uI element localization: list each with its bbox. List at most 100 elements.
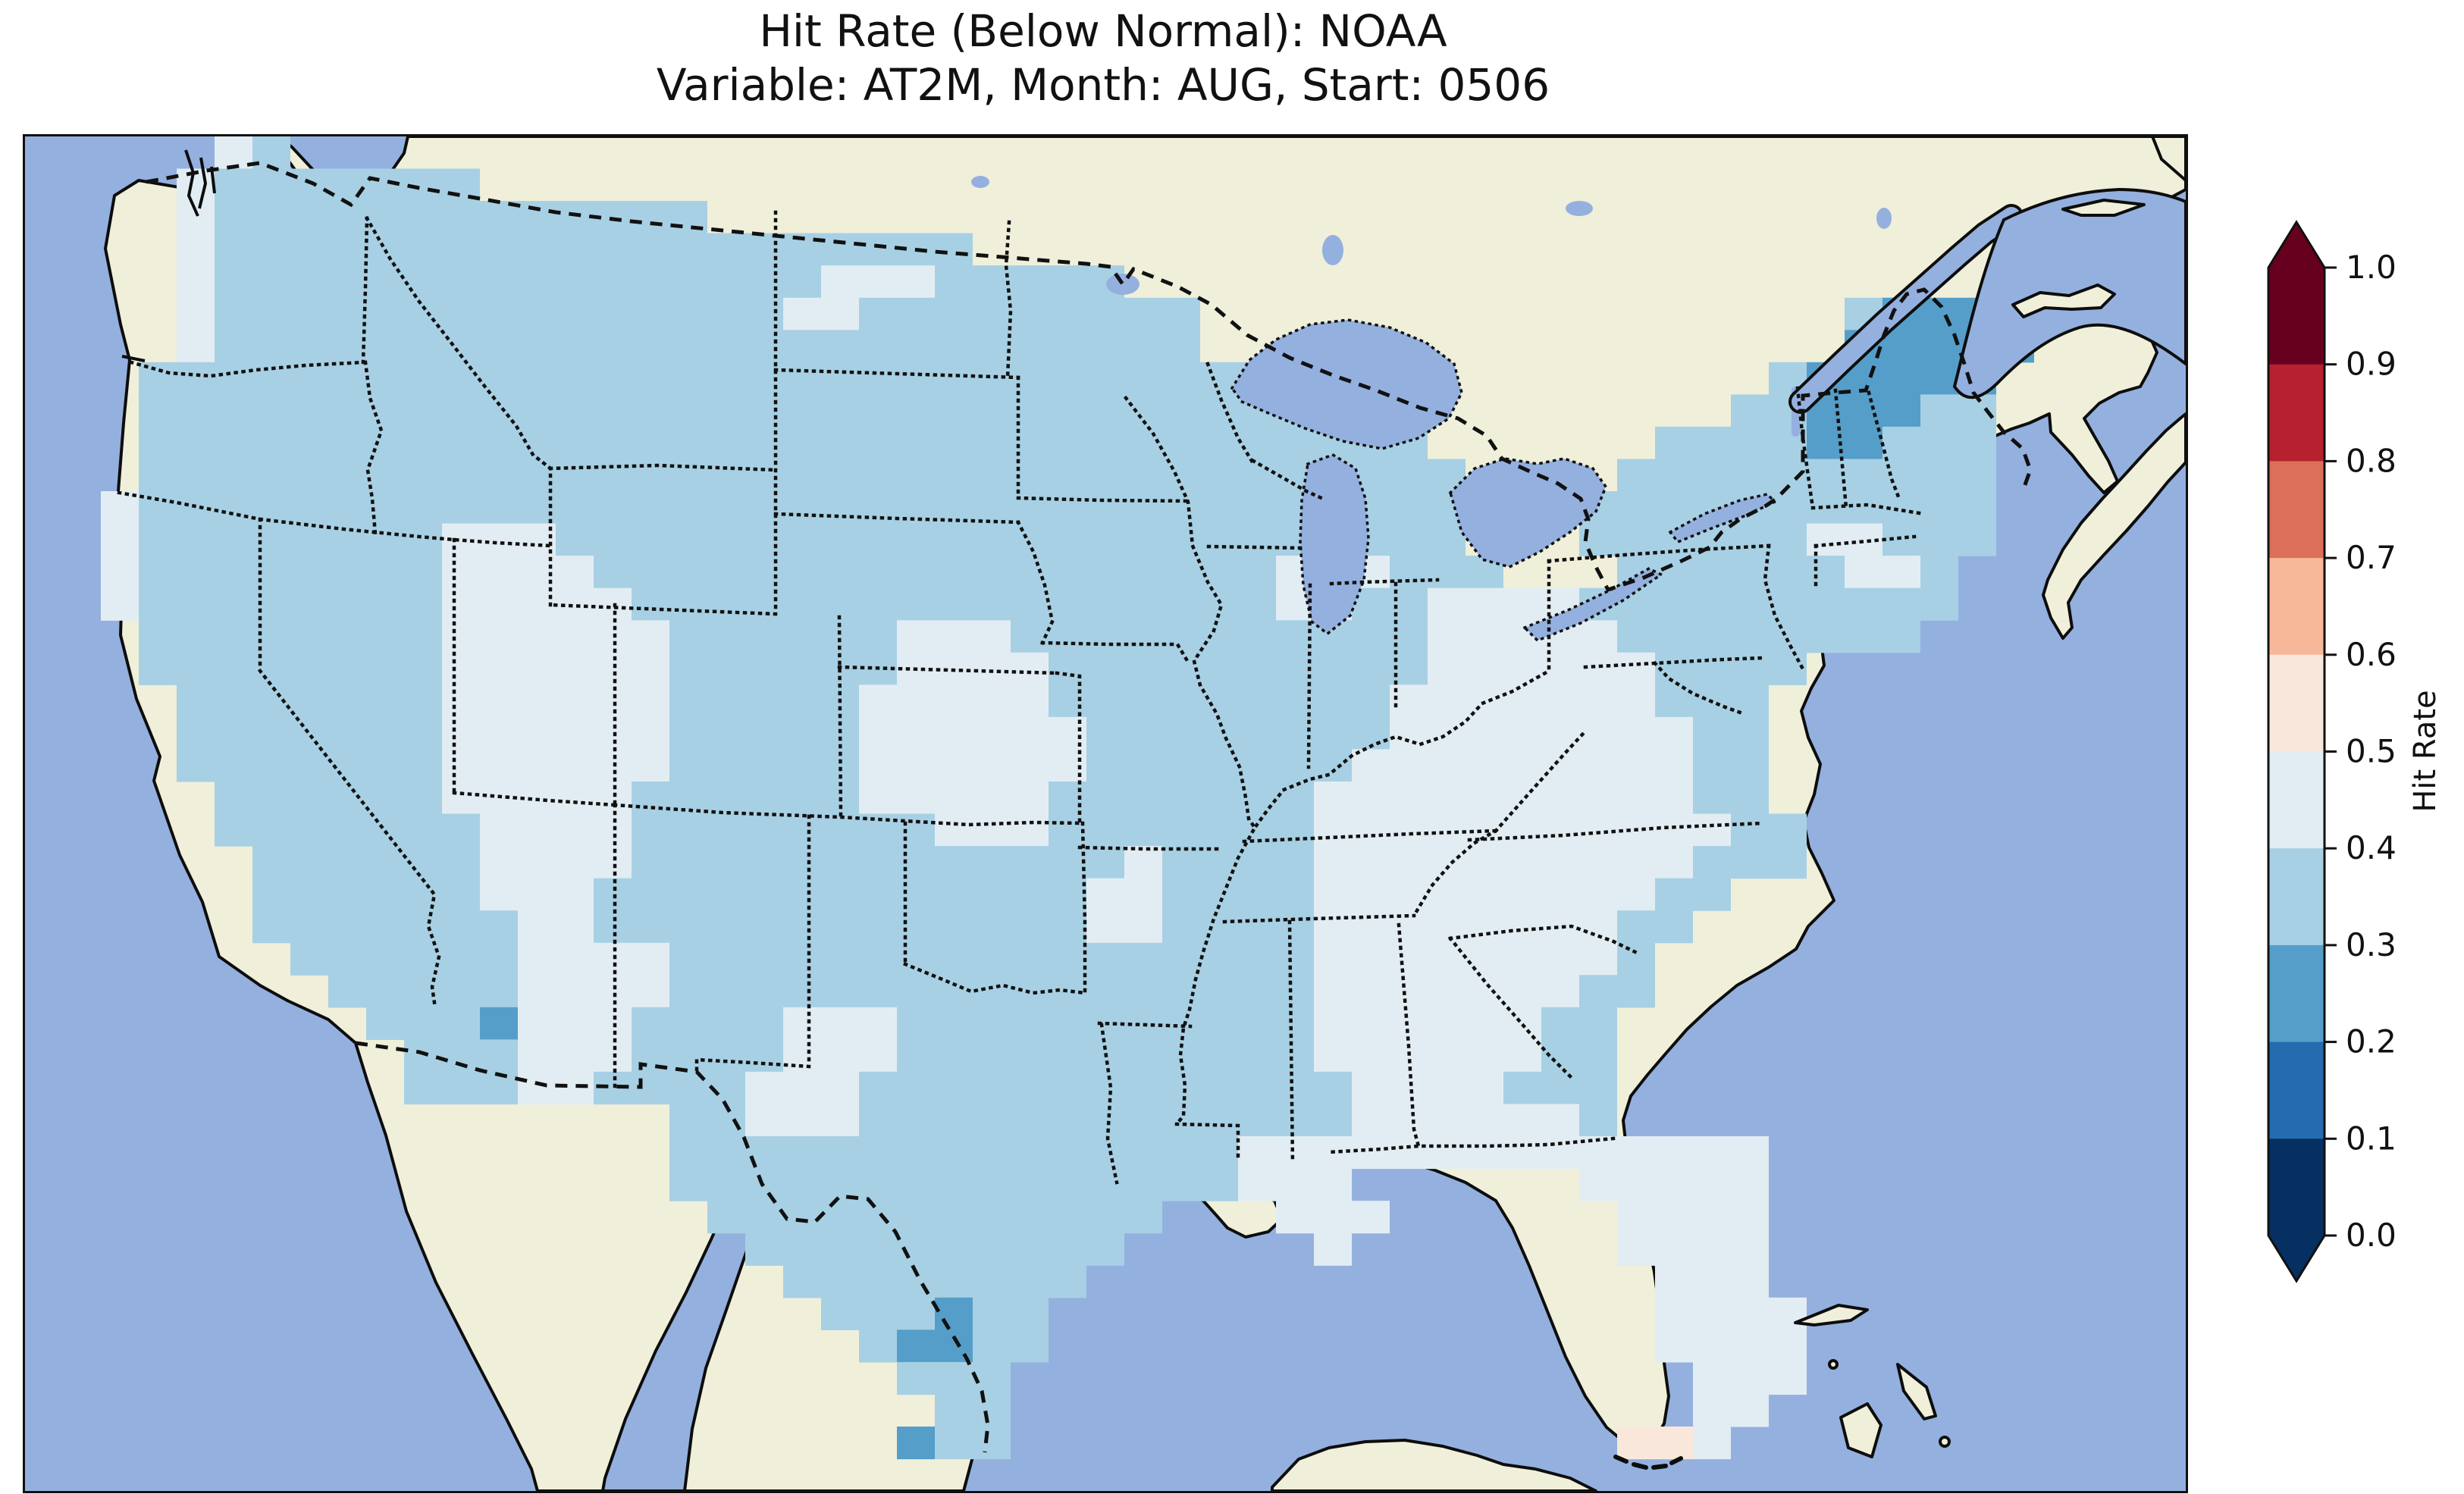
grid-cell <box>1617 878 1655 911</box>
prince-edward-island <box>2011 283 2116 318</box>
colorbar-under-arrow <box>2268 1236 2324 1281</box>
grid-cell <box>1655 1297 1693 1330</box>
grid-cell <box>594 330 632 363</box>
grid-cell <box>973 652 1011 685</box>
grid-cell <box>935 813 973 847</box>
grid-cell <box>594 265 632 299</box>
grid-cell <box>1049 942 1086 976</box>
grid-cell <box>1769 426 1807 460</box>
grid-cell <box>177 459 215 492</box>
grid-cell <box>973 749 1011 782</box>
grid-cell <box>404 491 442 525</box>
grid-cell <box>669 813 707 847</box>
grid-cell <box>252 491 290 525</box>
grid-cell <box>1769 523 1807 556</box>
grid-cell <box>1049 1104 1086 1137</box>
grid-cell <box>1731 556 1769 589</box>
grid-cell <box>1655 684 1693 718</box>
grid-cell <box>177 587 215 621</box>
grid-cell <box>1124 330 1162 363</box>
grid-cell <box>1276 1168 1314 1201</box>
grid-cell <box>1162 684 1200 718</box>
grid-cell <box>973 620 1011 653</box>
grid-cell <box>935 1232 973 1266</box>
grid-cell <box>404 459 442 492</box>
grid-cell <box>1352 975 1390 1008</box>
grid-cell <box>139 652 177 685</box>
grid-cell <box>1617 749 1655 782</box>
grid-cell <box>1579 813 1617 847</box>
grid-cell <box>1845 556 1882 589</box>
grid-cell <box>897 1330 935 1363</box>
grid-cell <box>366 201 404 234</box>
bahamas-cay <box>1939 1436 1951 1448</box>
grid-cell <box>632 362 669 395</box>
grid-cell <box>973 781 1011 815</box>
grid-cell <box>669 426 707 460</box>
grid-cell <box>366 942 404 976</box>
grid-cell <box>1958 459 1996 492</box>
grid-cell <box>669 297 707 330</box>
grid-cell <box>783 716 821 750</box>
grid-cell <box>1541 975 1579 1008</box>
grid-cell <box>1390 781 1428 815</box>
colorbar-tick-label: 0.0 <box>2346 1217 2397 1254</box>
grid-cell <box>1124 652 1162 685</box>
grid-cell <box>783 975 821 1008</box>
grid-cell <box>366 813 404 847</box>
grid-cell <box>404 1071 442 1105</box>
grid-cell <box>290 265 328 299</box>
grid-cell <box>783 394 821 428</box>
grid-cell <box>1655 813 1693 847</box>
grid-cell <box>1769 587 1807 621</box>
grid-cell <box>1086 556 1124 589</box>
grid-cell <box>252 459 290 492</box>
grid-cell <box>859 1104 897 1137</box>
grid-cell <box>556 491 594 525</box>
grid-cell <box>215 684 252 718</box>
grid-cell <box>1162 1136 1200 1170</box>
grid-cell <box>1049 652 1086 685</box>
grid-cell <box>252 878 290 911</box>
grid-cell <box>290 426 328 460</box>
grid-cell <box>1541 1071 1579 1105</box>
grid-cell <box>1541 846 1579 879</box>
grid-cell <box>177 749 215 782</box>
grid-cell <box>783 749 821 782</box>
grid-cell <box>1731 394 1769 428</box>
grid-cell <box>897 523 935 556</box>
grid-cell <box>745 781 783 815</box>
grid-cell <box>859 1007 897 1040</box>
grid-cell <box>1693 1168 1731 1201</box>
grid-cell <box>1011 297 1049 330</box>
grid-cell <box>556 297 594 330</box>
grid-cell <box>707 620 745 653</box>
grid-cell <box>783 491 821 525</box>
grid-cell <box>1238 1168 1276 1201</box>
grid-cell <box>215 523 252 556</box>
grid-cell <box>1466 1071 1503 1105</box>
grid-cell <box>480 1007 518 1040</box>
grid-cell <box>1124 684 1162 718</box>
grid-cell <box>973 556 1011 589</box>
grid-cell <box>215 265 252 299</box>
grid-cell <box>1541 813 1579 847</box>
grid-cell <box>783 652 821 685</box>
grid-cell <box>1466 1136 1503 1170</box>
grid-cell <box>1011 1007 1049 1040</box>
grid-cell <box>1920 362 1958 395</box>
grid-cell <box>973 684 1011 718</box>
grid-cell <box>1807 523 1845 556</box>
grid-cell <box>1086 1104 1124 1137</box>
grid-cell <box>1086 781 1124 815</box>
grid-cell <box>1428 620 1466 653</box>
bahamas-andros <box>1839 1402 1882 1458</box>
grid-cell <box>1011 1104 1049 1137</box>
grid-cell <box>669 716 707 750</box>
grid-cell <box>1352 1201 1390 1234</box>
grid-cell <box>1503 587 1541 621</box>
grid-cell <box>1276 910 1314 944</box>
grid-cell <box>252 233 290 266</box>
grid-cell <box>783 426 821 460</box>
grid-cell <box>1731 1330 1769 1363</box>
